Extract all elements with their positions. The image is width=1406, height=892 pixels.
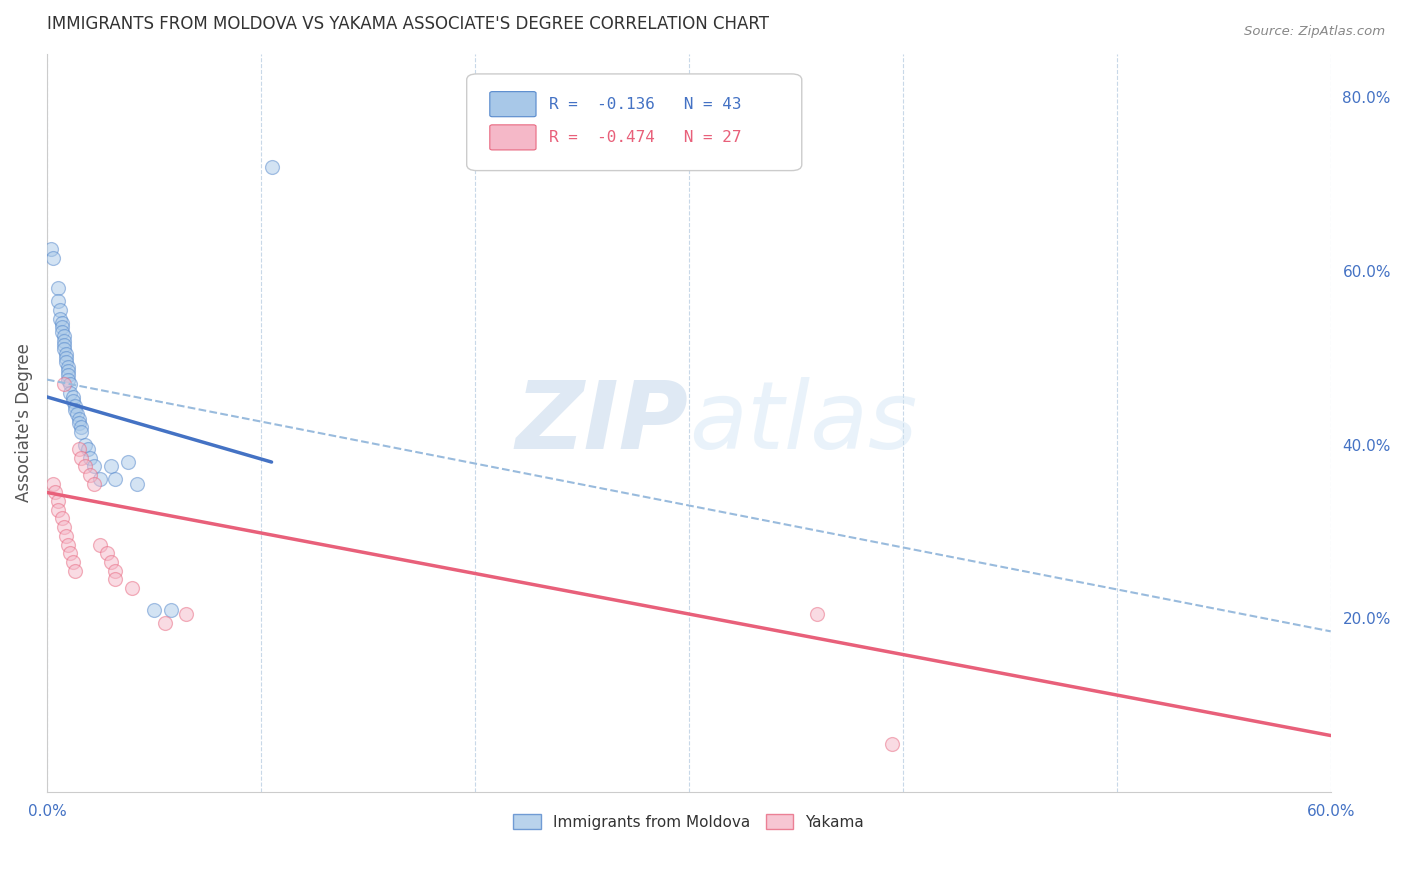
- Point: [53, 376, 76, 391]
- Point: [100, 459, 122, 474]
- Point: [58, 364, 80, 378]
- FancyBboxPatch shape: [489, 92, 536, 117]
- Point: [153, 615, 176, 630]
- Text: IMMIGRANTS FROM MOLDOVA VS YAKAMA ASSOCIATE'S DEGREE CORRELATION CHART: IMMIGRANTS FROM MOLDOVA VS YAKAMA ASSOCI…: [46, 15, 769, 33]
- Point: [67, 442, 90, 456]
- Point: [42, 251, 65, 265]
- Point: [62, 555, 84, 569]
- Point: [39, 243, 62, 257]
- Point: [117, 455, 139, 469]
- Point: [260, 160, 283, 174]
- Point: [46, 494, 69, 508]
- Point: [96, 546, 118, 560]
- Point: [51, 320, 73, 334]
- Point: [58, 368, 80, 383]
- FancyBboxPatch shape: [489, 125, 536, 150]
- Point: [104, 572, 127, 586]
- Point: [67, 416, 90, 430]
- Point: [125, 476, 148, 491]
- Point: [79, 468, 101, 483]
- Point: [48, 311, 70, 326]
- Point: [880, 737, 903, 751]
- Point: [55, 355, 77, 369]
- Point: [53, 329, 76, 343]
- Point: [46, 294, 69, 309]
- Point: [806, 607, 828, 621]
- Point: [55, 346, 77, 360]
- FancyBboxPatch shape: [467, 74, 801, 170]
- Point: [63, 403, 86, 417]
- Point: [58, 537, 80, 551]
- Point: [142, 602, 165, 616]
- Text: atlas: atlas: [689, 377, 917, 468]
- Point: [160, 602, 183, 616]
- Point: [89, 537, 111, 551]
- Point: [53, 342, 76, 356]
- Point: [46, 281, 69, 295]
- Point: [51, 511, 73, 525]
- Legend: Immigrants from Moldova, Yakama: Immigrants from Moldova, Yakama: [508, 808, 870, 836]
- Point: [62, 390, 84, 404]
- Point: [59, 376, 82, 391]
- Point: [104, 472, 127, 486]
- Point: [76, 442, 98, 456]
- Point: [58, 373, 80, 387]
- Point: [174, 607, 197, 621]
- Point: [55, 351, 77, 365]
- Point: [100, 555, 122, 569]
- Point: [63, 564, 86, 578]
- Point: [53, 338, 76, 352]
- Point: [59, 546, 82, 560]
- Point: [44, 485, 66, 500]
- Point: [62, 394, 84, 409]
- Point: [83, 476, 105, 491]
- Point: [70, 450, 93, 465]
- Text: ZIP: ZIP: [516, 377, 689, 469]
- Point: [53, 334, 76, 348]
- Point: [121, 581, 143, 595]
- Text: Source: ZipAtlas.com: Source: ZipAtlas.com: [1244, 25, 1385, 38]
- Point: [58, 359, 80, 374]
- Point: [70, 420, 93, 434]
- Point: [79, 450, 101, 465]
- Point: [75, 459, 97, 474]
- Point: [55, 529, 77, 543]
- Point: [59, 385, 82, 400]
- Text: R =  -0.474   N = 27: R = -0.474 N = 27: [548, 130, 741, 145]
- Point: [51, 325, 73, 339]
- Point: [89, 472, 111, 486]
- Point: [83, 459, 105, 474]
- Point: [42, 476, 65, 491]
- Point: [53, 520, 76, 534]
- Point: [63, 399, 86, 413]
- Point: [67, 411, 90, 425]
- Y-axis label: Associate's Degree: Associate's Degree: [15, 343, 32, 502]
- Point: [104, 564, 127, 578]
- Point: [75, 438, 97, 452]
- Point: [48, 303, 70, 318]
- Point: [51, 316, 73, 330]
- Text: R =  -0.136   N = 43: R = -0.136 N = 43: [548, 96, 741, 112]
- Point: [70, 425, 93, 439]
- Point: [66, 407, 89, 421]
- Point: [46, 503, 69, 517]
